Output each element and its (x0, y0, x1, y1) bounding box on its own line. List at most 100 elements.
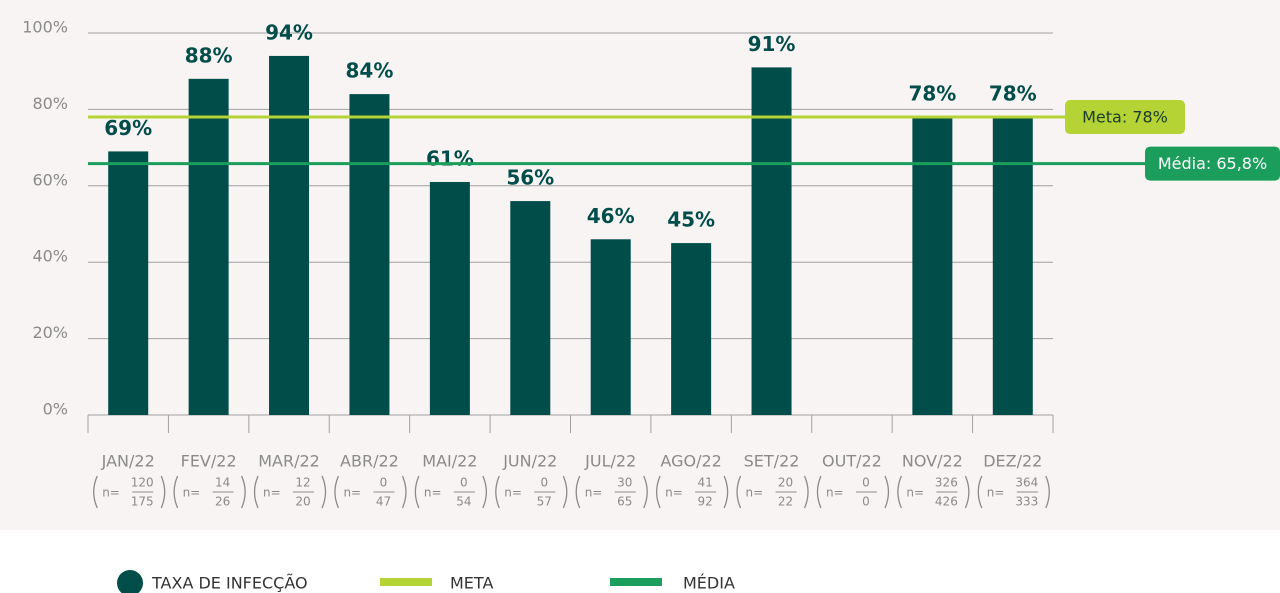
legend-label: MÉDIA (683, 574, 735, 593)
sample-prefix: n= (343, 486, 361, 500)
bar (912, 117, 953, 415)
parenthesis (414, 475, 420, 509)
sample-denominator: 57 (537, 495, 552, 509)
sample-prefix: n= (906, 486, 924, 500)
parenthesis (321, 475, 327, 509)
sample-prefix: n= (826, 486, 844, 500)
sample-numerator: 0 (460, 476, 468, 490)
parenthesis (334, 475, 340, 509)
sample-numerator: 0 (380, 476, 388, 490)
parenthesis (964, 475, 970, 509)
parenthesis (977, 475, 983, 509)
x-tick-label: SET/22 (744, 452, 800, 471)
y-tick-label: 80% (32, 94, 68, 113)
parenthesis (562, 475, 568, 509)
bar (751, 67, 792, 415)
sample-denominator: 426 (935, 495, 958, 509)
x-tick-label: FEV/22 (181, 452, 237, 471)
y-tick-label: 40% (32, 247, 68, 266)
x-tick-label: MAR/22 (258, 452, 320, 471)
y-tick-label: 100% (22, 18, 68, 37)
sample-prefix: n= (263, 486, 281, 500)
parenthesis (575, 475, 581, 509)
value-label: 45% (667, 208, 715, 232)
parenthesis (816, 475, 822, 509)
parenthesis (884, 475, 890, 509)
legend-swatch (610, 578, 662, 586)
reference-label-box (1145, 146, 1280, 181)
bar (510, 201, 551, 415)
x-tick-label: ABR/22 (340, 452, 399, 471)
bar (590, 239, 631, 415)
sample-prefix: n= (424, 486, 442, 500)
parenthesis (643, 475, 648, 509)
parenthesis (160, 475, 166, 509)
x-tick-label: AGO/22 (660, 452, 721, 471)
x-tick-label: JUL/22 (584, 452, 636, 471)
sample-prefix: n= (665, 486, 683, 500)
sample-prefix: n= (746, 486, 764, 500)
sample-denominator: 20 (295, 495, 310, 509)
sample-denominator: 65 (617, 495, 632, 509)
parenthesis (93, 475, 98, 509)
bar (349, 94, 390, 416)
bar (992, 117, 1033, 415)
y-tick-label: 20% (32, 323, 68, 342)
sample-denominator: 175 (131, 495, 154, 509)
sample-prefix: n= (102, 486, 120, 500)
parenthesis (655, 475, 661, 509)
value-label: 91% (748, 32, 796, 56)
parenthesis (897, 475, 902, 509)
value-label: 94% (265, 20, 313, 44)
reference-label: Meta: 78% (1082, 108, 1168, 127)
parenthesis (401, 475, 407, 509)
parenthesis (482, 475, 488, 509)
sample-numerator: 364 (1015, 476, 1038, 490)
value-label: 56% (506, 166, 554, 190)
parenthesis (241, 475, 246, 509)
sample-numerator: 30 (617, 476, 632, 490)
parenthesis (173, 475, 179, 509)
x-tick-label: DEZ/22 (983, 452, 1042, 471)
sample-denominator: 22 (778, 495, 793, 509)
reference-label-box (1065, 100, 1185, 135)
value-label: 78% (989, 82, 1037, 106)
bar (108, 151, 149, 416)
sample-numerator: 14 (215, 476, 230, 490)
reference-label: Média: 65,8% (1158, 154, 1267, 173)
value-label: 46% (587, 204, 635, 228)
x-tick-label: OUT/22 (822, 452, 882, 471)
y-tick-label: 60% (32, 170, 68, 189)
bar (269, 55, 310, 416)
legend-label: TAXA DE INFECÇÃO (151, 574, 308, 593)
sample-numerator: 12 (295, 476, 310, 490)
sample-denominator: 333 (1015, 495, 1038, 509)
value-label: 69% (104, 116, 152, 140)
x-tick-label: NOV/22 (902, 452, 963, 471)
value-label: 84% (346, 59, 394, 83)
sample-numerator: 120 (131, 476, 154, 490)
sample-denominator: 54 (456, 495, 471, 509)
bar (429, 181, 470, 415)
sample-prefix: n= (183, 486, 201, 500)
legend-swatch (380, 578, 432, 586)
legend-label: META (450, 574, 493, 593)
parenthesis (1045, 475, 1050, 509)
sample-numerator: 20 (778, 476, 793, 490)
y-tick-label: 0% (43, 400, 68, 419)
parenthesis (253, 475, 259, 509)
x-tick-label: MAI/22 (422, 452, 477, 471)
sample-numerator: 41 (697, 476, 712, 490)
sample-prefix: n= (504, 486, 522, 500)
parenthesis (723, 475, 729, 509)
bar (188, 78, 229, 415)
sample-prefix: n= (585, 486, 603, 500)
legend-swatch (117, 570, 143, 593)
sample-prefix: n= (987, 486, 1005, 500)
x-tick-label: JAN/22 (101, 452, 155, 471)
value-label: 61% (426, 146, 474, 170)
value-label: 78% (908, 82, 956, 106)
sample-denominator: 0 (862, 495, 870, 509)
sample-denominator: 47 (376, 495, 391, 509)
